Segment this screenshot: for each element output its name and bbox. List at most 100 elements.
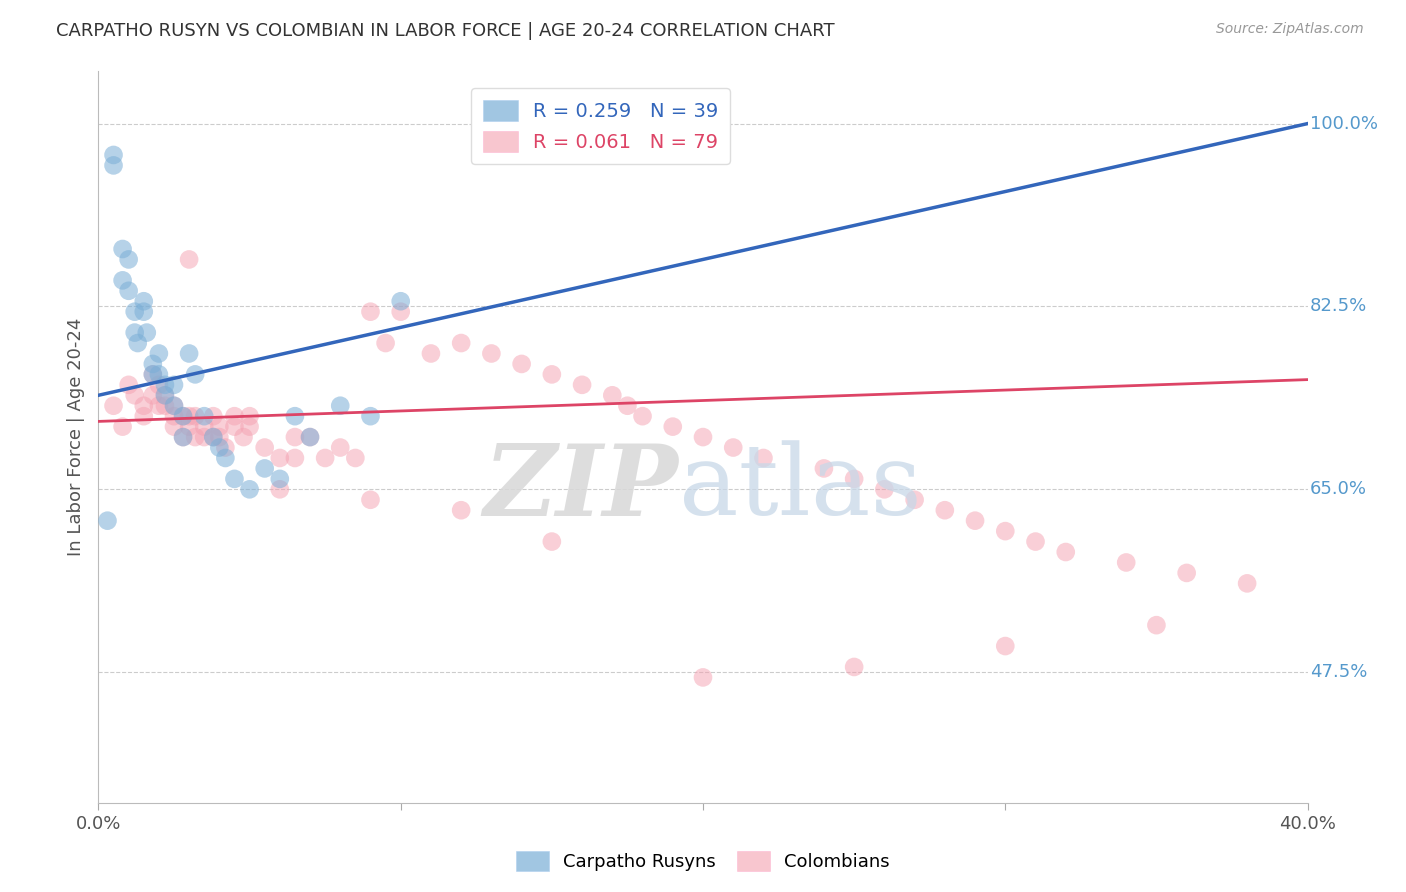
Point [1175, 566, 1198, 580]
Point [1115, 556, 1137, 570]
Point [124, 326, 146, 340]
Point [239, 483, 262, 497]
Text: 100.0%: 100.0% [1310, 114, 1378, 133]
Point [571, 377, 593, 392]
Point [118, 284, 141, 298]
Point [193, 419, 215, 434]
Point [184, 430, 207, 444]
Point [148, 368, 170, 382]
Point [193, 430, 215, 444]
Point [299, 430, 322, 444]
Point [153, 388, 176, 402]
Point [142, 357, 165, 371]
Point [994, 639, 1017, 653]
Point [239, 419, 262, 434]
Point [253, 461, 276, 475]
Point [752, 450, 775, 465]
Point [360, 409, 382, 424]
Point [135, 326, 157, 340]
Point [111, 273, 134, 287]
Point [934, 503, 956, 517]
Point [540, 368, 562, 382]
Point [389, 294, 412, 309]
Point [103, 148, 125, 162]
Point [344, 450, 367, 465]
Point [844, 472, 866, 486]
Point [631, 409, 654, 424]
Point [172, 430, 194, 444]
Point [153, 388, 176, 402]
Legend: R = 0.259   N = 39, R = 0.061   N = 79: R = 0.259 N = 39, R = 0.061 N = 79 [471, 88, 730, 164]
Point [360, 492, 382, 507]
Point [419, 346, 441, 360]
Point [172, 430, 194, 444]
Point [208, 441, 231, 455]
Point [132, 294, 155, 309]
Point [153, 399, 176, 413]
Point [172, 409, 194, 424]
Point [208, 430, 231, 444]
Point [142, 368, 165, 382]
Point [450, 503, 472, 517]
Point [224, 419, 246, 434]
Point [177, 409, 201, 424]
Text: atlas: atlas [679, 441, 921, 536]
Point [299, 430, 322, 444]
Point [202, 430, 225, 444]
Point [202, 430, 225, 444]
Point [540, 534, 562, 549]
Point [329, 399, 352, 413]
Point [1054, 545, 1077, 559]
Point [965, 514, 987, 528]
Point [118, 252, 141, 267]
Text: 82.5%: 82.5% [1310, 297, 1367, 316]
Point [873, 483, 896, 497]
Point [214, 450, 236, 465]
Point [103, 158, 125, 172]
Text: 47.5%: 47.5% [1310, 663, 1368, 681]
Point [239, 409, 262, 424]
Point [127, 336, 149, 351]
Point [269, 472, 291, 486]
Point [329, 441, 352, 455]
Point [284, 409, 307, 424]
Point [208, 419, 231, 434]
Point [118, 377, 141, 392]
Point [314, 450, 336, 465]
Point [163, 419, 186, 434]
Point [177, 252, 201, 267]
Point [148, 399, 170, 413]
Point [844, 660, 866, 674]
Point [172, 409, 194, 424]
Point [111, 419, 134, 434]
Point [389, 304, 412, 318]
Point [163, 399, 186, 413]
Point [153, 377, 176, 392]
Point [184, 409, 207, 424]
Point [616, 399, 638, 413]
Point [124, 388, 146, 402]
Point [661, 419, 683, 434]
Point [96, 514, 118, 528]
Y-axis label: In Labor Force | Age 20-24: In Labor Force | Age 20-24 [66, 318, 84, 557]
Point [163, 377, 186, 392]
Point [1144, 618, 1167, 632]
Point [132, 304, 155, 318]
Point [904, 492, 927, 507]
Point [124, 304, 146, 318]
Point [450, 336, 472, 351]
Point [253, 441, 276, 455]
Point [224, 472, 246, 486]
Point [284, 450, 307, 465]
Point [132, 409, 155, 424]
Text: 65.0%: 65.0% [1310, 480, 1367, 499]
Point [1024, 534, 1046, 549]
Point [692, 670, 714, 684]
Point [481, 346, 503, 360]
Point [994, 524, 1017, 538]
Point [163, 399, 186, 413]
Point [510, 357, 533, 371]
Point [163, 409, 186, 424]
Point [284, 430, 307, 444]
Point [374, 336, 396, 351]
